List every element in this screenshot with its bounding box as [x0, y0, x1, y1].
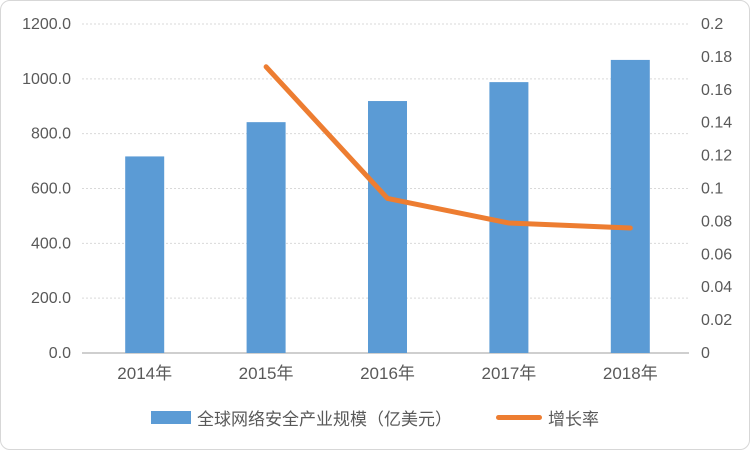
growth-rate-line [263, 64, 633, 231]
left-axis-tick-label: 600.0 [31, 181, 71, 198]
left-axis-tick-label: 200.0 [31, 290, 71, 307]
right-axis-tick-label: 0.1 [701, 181, 723, 198]
chart-legend: 全球网络安全产业规模（亿美元） 增长率 [1, 405, 749, 430]
left-axis-tick-label: 1000.0 [22, 71, 71, 88]
x-axis-category-label: 2018年 [603, 364, 658, 383]
bar-series-label: 全球网络安全产业规模（亿美元） [197, 410, 452, 429]
right-axis-tick-label: 0.18 [701, 49, 732, 66]
left-axis-tick-label: 800.0 [31, 126, 71, 143]
legend-item-bar-series: 全球网络安全产业规模（亿美元） [151, 405, 452, 430]
right-axis-tick-label: 0.02 [701, 312, 732, 329]
left-axis-tick-label: 0.0 [49, 345, 71, 362]
x-axis-category-label: 2015年 [239, 364, 294, 383]
right-axis-tick-label: 0.14 [701, 115, 732, 132]
line-series-swatch [496, 415, 542, 420]
left-axis-tick-label: 1200.0 [22, 16, 71, 33]
right-axis-tick-label: 0.12 [701, 148, 732, 165]
bar-2018年 [610, 59, 650, 353]
bar-2014年 [125, 156, 165, 353]
right-axis-tick-label: 0.04 [701, 279, 732, 296]
x-axis-category-label: 2016年 [360, 364, 415, 383]
bar-series-swatch [151, 411, 191, 424]
bar-2017年 [489, 82, 529, 353]
legend-item-line-series: 增长率 [496, 405, 599, 430]
combo-chart-plot: 0.0 200.0 400.0 600.0 800.0 1000.0 1200.0 0 0.02… [22, 16, 732, 383]
right-axis-tick-label: 0.06 [701, 246, 732, 263]
right-axis-tick-label: 0.2 [701, 16, 723, 33]
right-axis-tick-label: 0.08 [701, 213, 732, 230]
bar-2015年 [246, 122, 286, 353]
line-series-label: 增长率 [548, 410, 599, 429]
bar-2016年 [368, 101, 407, 353]
left-axis-tick-label: 400.0 [31, 235, 71, 252]
right-axis-tick-label: 0.16 [701, 82, 732, 99]
x-axis-category-label: 2014年 [117, 364, 172, 383]
x-axis-category-label: 2017年 [481, 364, 536, 383]
right-axis-tick-label: 0 [701, 345, 710, 362]
